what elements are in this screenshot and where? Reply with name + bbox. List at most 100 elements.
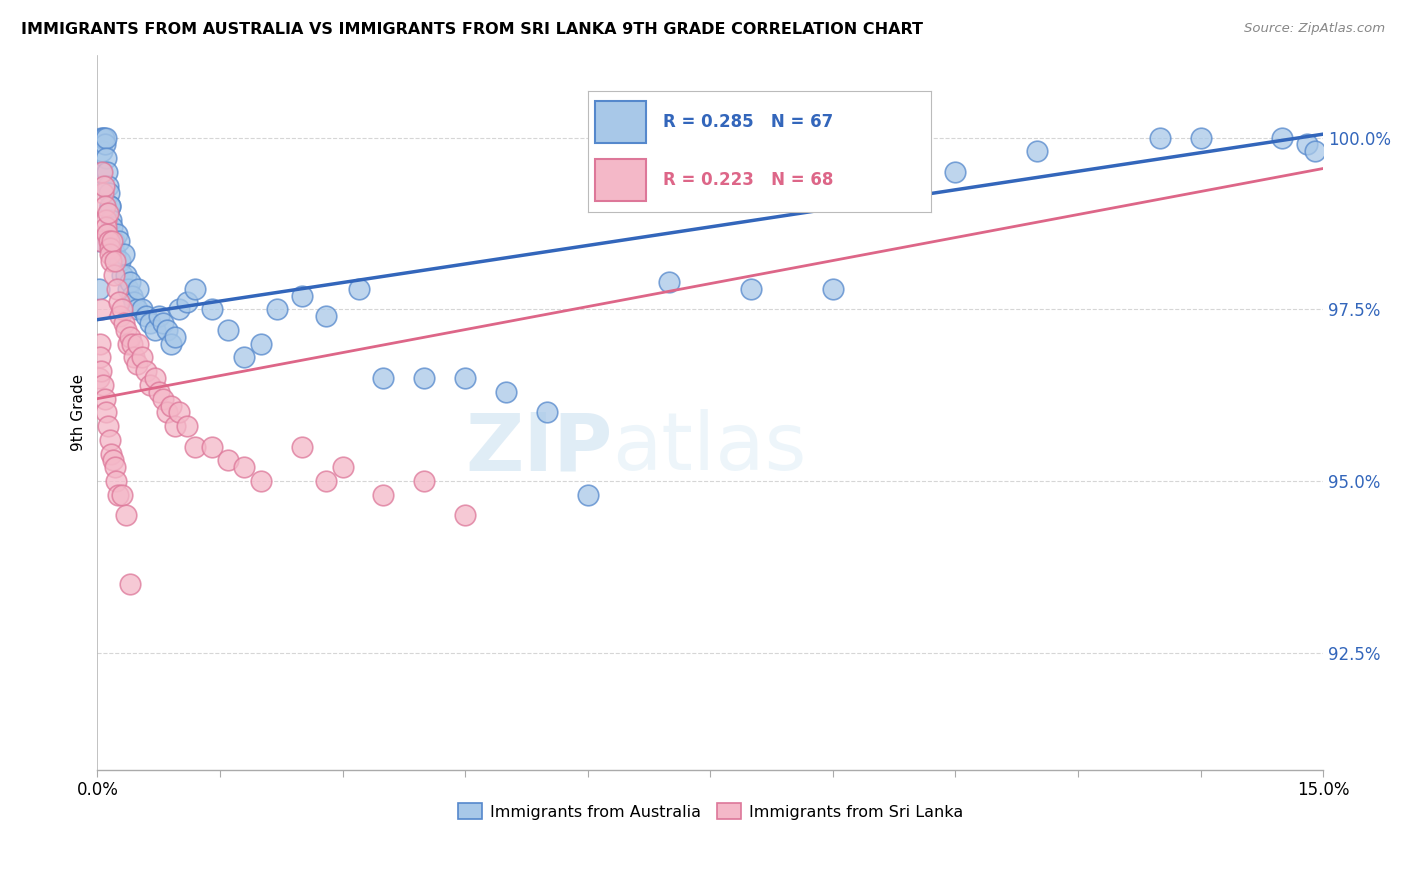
Point [127,282,149,296]
Text: Source: ZipAtlas.com: Source: ZipAtlas.com [1244,22,1385,36]
Point [115,323,138,337]
Point [93,137,115,152]
Point [103,460,125,475]
Legend: Immigrants from Australia, Immigrants from Sri Lanka: Immigrants from Australia, Immigrants fr… [451,797,969,826]
Point [121,336,143,351]
Point [96,405,118,419]
Point [347,282,370,296]
Point [131,351,153,365]
Point [101,453,124,467]
Point [107,488,129,502]
Point [110,309,132,323]
Point [90,234,112,248]
Text: IMMIGRANTS FROM AUSTRALIA VS IMMIGRANTS FROM SRI LANKA 9TH GRADE CORRELATION CHA: IMMIGRANTS FROM AUSTRALIA VS IMMIGRANTS … [21,22,924,37]
Point [91,186,114,200]
Point [118,275,141,289]
Point [821,282,844,296]
Point [536,405,558,419]
Point [135,364,157,378]
Point [413,371,436,385]
Point [103,234,125,248]
Point [98,240,121,254]
Point [139,316,162,330]
Text: atlas: atlas [612,409,807,487]
Point [945,165,967,179]
Point [160,336,183,351]
Point [118,330,141,344]
Point [233,351,256,365]
Point [87,282,110,296]
Point [156,405,179,419]
Point [115,508,138,523]
Point [152,392,174,406]
Point [93,199,115,213]
Point [495,384,517,399]
Point [93,392,115,406]
Point [100,254,122,268]
Point [90,302,112,317]
Point [87,371,110,385]
Point [201,302,224,317]
Point [111,268,134,282]
Point [332,460,354,475]
Point [96,165,118,179]
Point [100,247,122,261]
Point [266,302,288,317]
Point [91,130,114,145]
Point [90,364,112,378]
Point [97,178,120,193]
Point [184,282,207,296]
Point [315,309,337,323]
Point [156,323,179,337]
Point [96,151,118,165]
Point [1149,130,1171,145]
Point [97,234,120,248]
Point [217,323,239,337]
Point [100,199,122,213]
Point [101,219,124,234]
Point [167,302,190,317]
Point [217,453,239,467]
Point [121,288,143,302]
Point [125,357,148,371]
Point [1295,137,1317,152]
Point [94,130,117,145]
Point [127,336,149,351]
Point [184,440,207,454]
Point [104,247,127,261]
Point [135,309,157,323]
Point [249,336,271,351]
Point [122,295,145,310]
Point [115,268,138,282]
Point [89,336,111,351]
Point [1026,145,1049,159]
Point [91,378,114,392]
Point [576,488,599,502]
Point [413,474,436,488]
Point [201,440,224,454]
Point [96,219,118,234]
Point [143,323,166,337]
Point [152,316,174,330]
Point [373,371,395,385]
Point [90,165,112,179]
Point [103,268,125,282]
Point [117,282,139,296]
Point [291,288,314,302]
Point [148,384,170,399]
Point [1189,130,1212,145]
Point [740,282,762,296]
Point [315,474,337,488]
Point [97,419,120,434]
Point [105,474,128,488]
Point [112,247,135,261]
Point [91,165,114,179]
Point [93,130,115,145]
Point [97,186,120,200]
Point [111,488,134,502]
Point [112,316,135,330]
Point [249,474,271,488]
Point [96,227,118,241]
Point [373,488,395,502]
Point [107,295,129,310]
